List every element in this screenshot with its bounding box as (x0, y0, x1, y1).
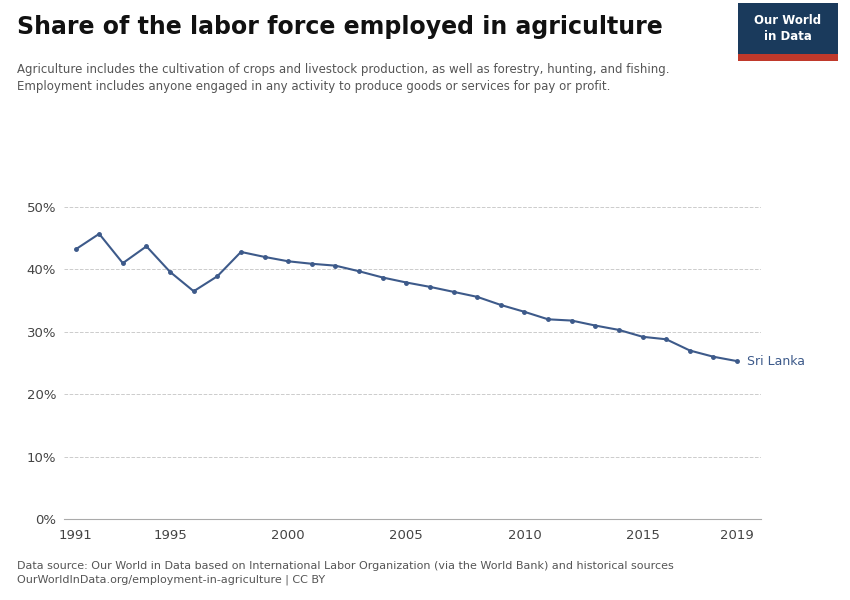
Text: Sri Lanka: Sri Lanka (746, 355, 805, 368)
Text: Our World
in Data: Our World in Data (755, 14, 821, 43)
Text: Data source: Our World in Data based on International Labor Organization (via th: Data source: Our World in Data based on … (17, 562, 674, 585)
Text: Agriculture includes the cultivation of crops and livestock production, as well : Agriculture includes the cultivation of … (17, 63, 670, 93)
Text: Share of the labor force employed in agriculture: Share of the labor force employed in agr… (17, 15, 663, 39)
